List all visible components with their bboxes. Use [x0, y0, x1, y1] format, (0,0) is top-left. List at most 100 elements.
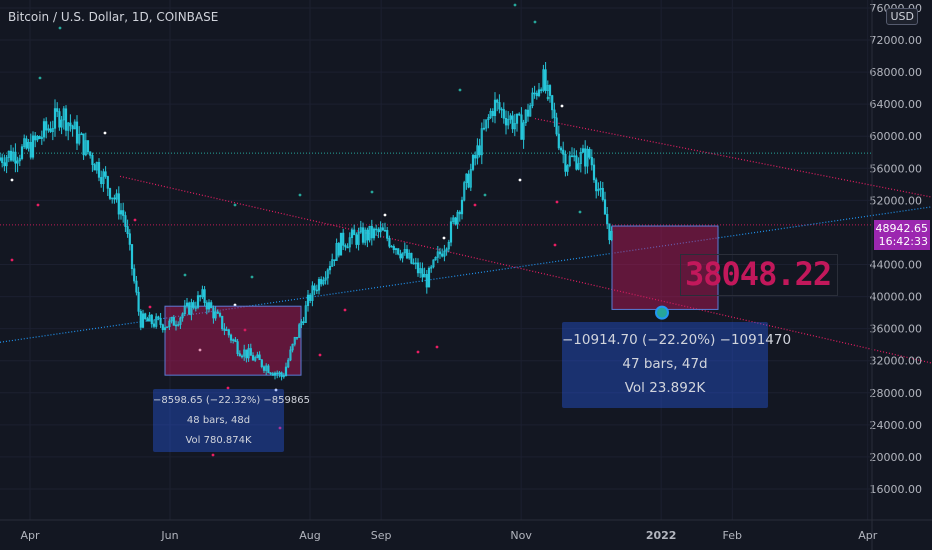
candle-body [58, 111, 61, 128]
candle-body [196, 295, 200, 308]
highlight-price-label: 38048.22 [680, 254, 839, 296]
candle-body [91, 155, 94, 165]
candle-body [225, 329, 228, 331]
candle-body [357, 231, 360, 245]
candle-body [122, 210, 125, 216]
time-tick-label: 2022 [646, 529, 677, 542]
measure-box-june: −8598.65 (−22.32%) −859865 48 bars, 48d … [153, 389, 310, 452]
indicator-dot [553, 243, 557, 247]
indicator-dot [435, 345, 439, 349]
time-tick-label: Aug [299, 529, 320, 542]
price-tick-label: 44000.00 [870, 259, 923, 272]
indicator-dot [58, 26, 62, 30]
candle-body [243, 349, 246, 357]
indicator-dot [473, 203, 477, 207]
candle-body [399, 253, 402, 259]
candle-body [20, 146, 24, 159]
candle-body [410, 252, 413, 264]
candle-body [133, 268, 136, 282]
candle-body [159, 317, 162, 325]
candle-body [608, 223, 611, 241]
candle-body [454, 217, 457, 225]
indicator-dot [243, 328, 247, 332]
candle-body [320, 279, 323, 285]
candle-body [185, 302, 189, 307]
candle-body [342, 232, 345, 246]
candle-body [108, 188, 112, 199]
candle-body [25, 138, 28, 149]
candle-body [518, 113, 521, 116]
candle-body [276, 372, 279, 375]
candle-body [423, 274, 426, 278]
price-tick-label: 64000.00 [870, 98, 923, 111]
candle-body [269, 372, 272, 375]
candle-body [139, 311, 142, 328]
candle-body [326, 269, 329, 279]
candle-body [482, 127, 486, 130]
candle-body [227, 329, 230, 336]
candle-body [282, 375, 285, 378]
candle-body [27, 142, 30, 149]
candle-body [544, 69, 547, 91]
indicator-dot [133, 218, 137, 222]
candle-body [293, 336, 296, 345]
candle-body [287, 359, 290, 368]
candle-body [56, 108, 59, 112]
candle-body [592, 164, 596, 181]
candle-body [155, 316, 158, 327]
candle-body [115, 193, 118, 200]
indicator-dot [38, 76, 42, 80]
descending-trendline-lower [119, 175, 932, 364]
candle-body [18, 158, 21, 162]
candle-body [443, 250, 446, 257]
candle-body [75, 121, 79, 144]
candle-body [194, 307, 197, 309]
candle-body [80, 133, 83, 136]
indicator-dot [513, 3, 517, 7]
candle-body [251, 355, 255, 361]
candle-body [546, 85, 549, 91]
candle-body [51, 128, 54, 132]
candle-body [333, 259, 336, 261]
candle-body [427, 267, 431, 288]
candle-body [570, 155, 574, 158]
candle-body [359, 227, 362, 233]
candle-body [606, 214, 609, 225]
candle-body [183, 305, 186, 315]
candle-body [190, 302, 193, 315]
candle-body [161, 324, 164, 331]
candle-body [441, 253, 444, 257]
candle-body [467, 173, 470, 188]
candle-body [29, 142, 32, 158]
candle-body [64, 108, 68, 131]
candle-body [247, 348, 250, 359]
price-tick-label: 40000.00 [870, 291, 923, 304]
candle-body [551, 95, 554, 111]
candle-body [31, 135, 35, 158]
candle-body [117, 193, 120, 215]
candle-body [430, 266, 433, 269]
candle-body [265, 365, 268, 371]
candle-body [474, 154, 477, 159]
candle-body [245, 349, 248, 359]
candle-body [280, 372, 283, 377]
bar-countdown: 16:42:33 [878, 235, 928, 248]
candle-body [361, 227, 365, 243]
indicator-dot [250, 275, 254, 279]
measure-bars: 48 bars, 48d [186, 415, 251, 426]
candle-body [223, 328, 226, 331]
candle-body [298, 324, 301, 338]
indicator-dot [442, 236, 446, 240]
candle-body [390, 245, 393, 248]
candle-body [214, 311, 217, 319]
indicator-dot [298, 193, 302, 197]
candle-body [111, 197, 114, 200]
candle-body [135, 280, 138, 293]
candle-body [150, 314, 153, 325]
indicator-dot [103, 131, 107, 135]
candle-body [491, 110, 494, 117]
candle-body [405, 249, 409, 259]
currency-button[interactable]: USD [886, 8, 918, 25]
candle-body [106, 176, 109, 189]
